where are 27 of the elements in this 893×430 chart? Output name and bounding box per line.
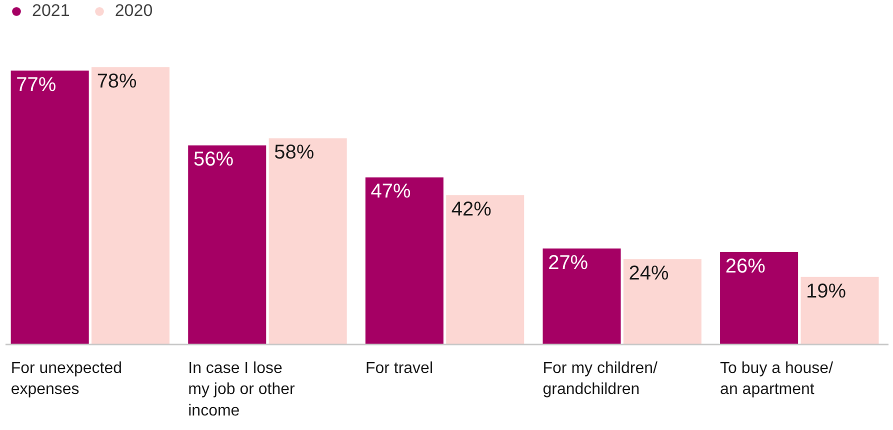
x-tick-label: In case I lose my job or other income	[188, 360, 296, 420]
legend-label: 2020	[114, 1, 153, 21]
x-tick-label: For my children/ grandchildren	[542, 360, 658, 398]
data-label: 19%	[806, 280, 846, 302]
data-label: 58%	[274, 142, 314, 164]
data-label: 26%	[725, 255, 766, 278]
bar	[720, 252, 798, 344]
bar	[91, 67, 170, 344]
bar	[10, 70, 89, 344]
data-label: 56%	[193, 148, 234, 171]
data-label: 78%	[96, 70, 138, 92]
bar	[188, 145, 266, 344]
data-label: 77%	[16, 74, 56, 96]
bar	[268, 138, 347, 344]
data-label: 47%	[370, 180, 412, 203]
data-label: 27%	[548, 252, 588, 274]
bar	[365, 177, 444, 344]
bar	[623, 259, 702, 344]
data-label: 24%	[628, 262, 669, 284]
x-tick-label: To buy a house/ an apartment	[720, 360, 834, 398]
bar	[800, 276, 879, 344]
bar	[542, 248, 621, 344]
x-tick-label: For travel	[365, 360, 434, 377]
data-label: 42%	[451, 198, 492, 220]
bar	[446, 195, 524, 344]
x-tick-label: For unexpected expenses	[10, 360, 122, 398]
legend-label: 2021	[32, 1, 70, 21]
